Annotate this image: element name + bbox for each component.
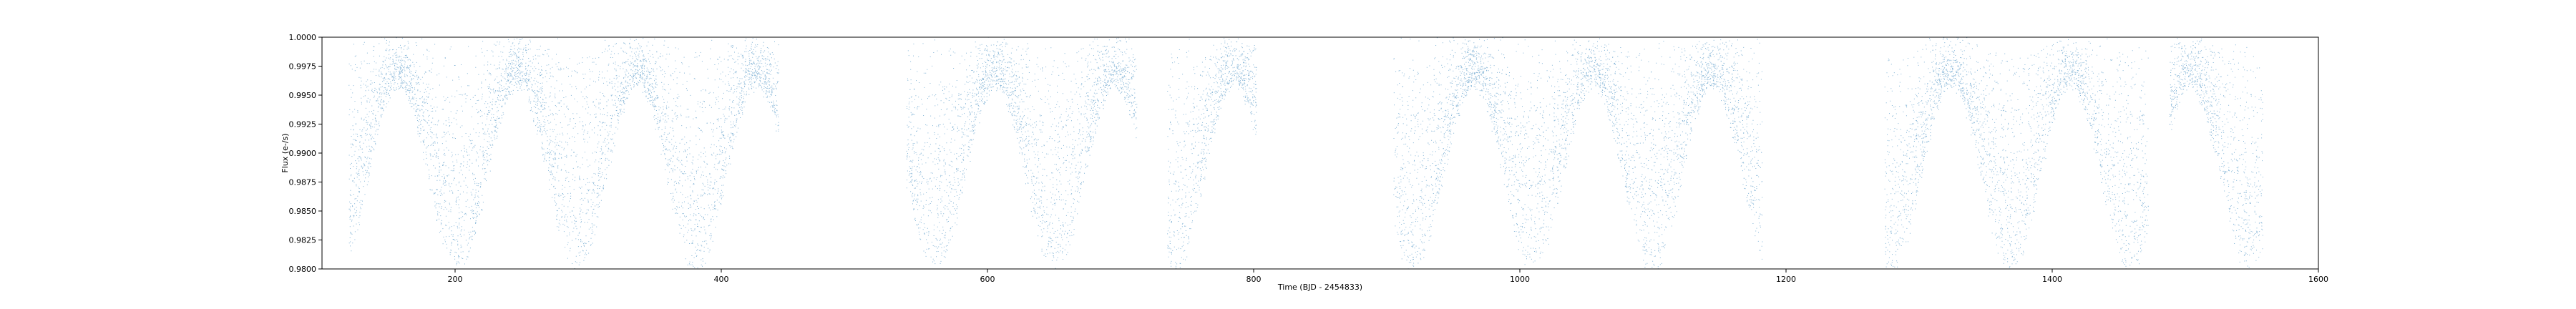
x-tick-label: 1400 xyxy=(2042,275,2062,284)
y-axis: 0.9800 0.9825 0.9850 0.9875 0.9900 0.9925 0.99… xyxy=(289,33,322,274)
x-tick-label: 1200 xyxy=(1776,275,1796,284)
x-tick-label: 1600 xyxy=(2308,275,2328,284)
y-tick-label: 0.9900 xyxy=(289,149,317,158)
y-tick-label: 0.9875 xyxy=(289,178,317,187)
x-tick-label: 200 xyxy=(448,275,463,284)
y-axis-label: Flux (e-/s) xyxy=(280,133,290,172)
x-tick-label: 400 xyxy=(714,275,729,284)
x-tick-label: 600 xyxy=(980,275,995,284)
x-tick-label: 1000 xyxy=(1510,275,1530,284)
y-tick-label: 0.9825 xyxy=(289,236,317,245)
data-points xyxy=(348,36,2263,270)
x-tick-label: 800 xyxy=(1246,275,1262,284)
y-tick-label: 0.9800 xyxy=(289,265,317,274)
x-axis-label: Time (BJD - 2454833) xyxy=(1277,283,1362,292)
y-tick-label: 0.9975 xyxy=(289,62,317,72)
flux-series-points xyxy=(348,36,2263,270)
y-tick-label: 1.0000 xyxy=(289,33,317,42)
y-tick-label: 0.9850 xyxy=(289,207,317,216)
y-tick-label: 0.9950 xyxy=(289,91,317,100)
x-axis: 200 400 600 800 1000 1200 1400 1600 xyxy=(448,269,2328,284)
y-tick-label: 0.9925 xyxy=(289,120,317,129)
